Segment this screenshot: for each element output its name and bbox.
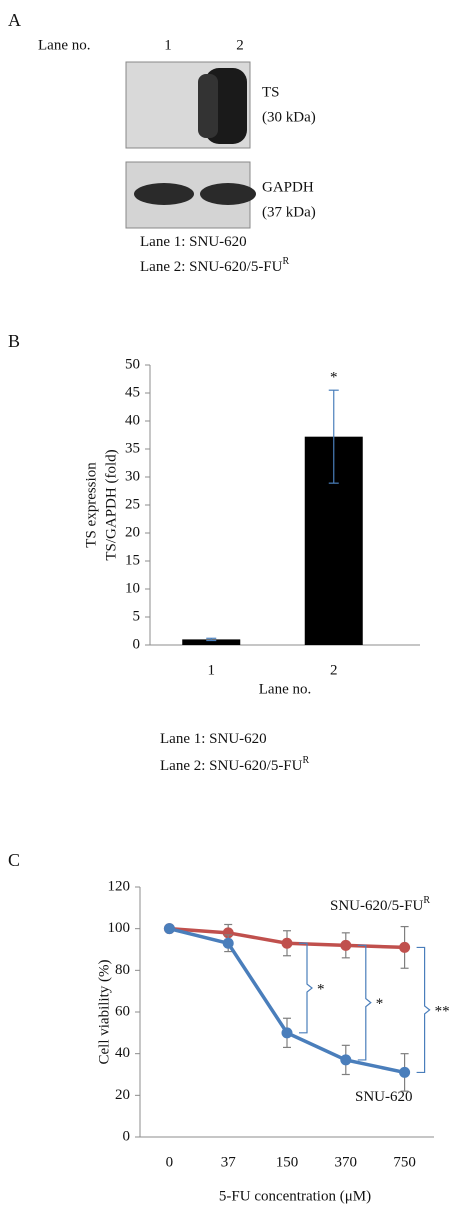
- series-label: SNU-620: [355, 1089, 413, 1105]
- y-tick-label: 25: [125, 496, 140, 512]
- x-tick-label: 0: [166, 1154, 174, 1170]
- lane-number: 2: [236, 37, 244, 53]
- y-tick-label: 45: [125, 384, 140, 400]
- panel-label: A: [8, 10, 21, 30]
- y-tick-label: 30: [125, 468, 140, 484]
- legend-sup: R: [283, 256, 290, 267]
- x-tick-label: 750: [393, 1154, 416, 1170]
- significance-mark: *: [330, 370, 338, 386]
- point: [399, 1067, 410, 1078]
- legend-line: Lane 2: SNU-620/5-FUR: [140, 256, 290, 275]
- point: [399, 942, 410, 953]
- y-tick-label: 20: [115, 1087, 130, 1103]
- y-axis-title: Cell viability (%): [96, 960, 112, 1065]
- y-tick-label: 40: [115, 1045, 130, 1061]
- x-axis-title: 5-FU concentration (μM): [219, 1188, 371, 1204]
- legend-text: Lane 1: SNU-620: [140, 234, 247, 250]
- y-tick-label: 120: [108, 878, 131, 894]
- significance-mark: *: [376, 996, 384, 1012]
- y-tick-label: 100: [108, 920, 131, 936]
- point: [340, 940, 351, 951]
- y-tick-label: 0: [133, 636, 141, 652]
- band-name: GAPDH: [262, 179, 314, 195]
- blot-band: [198, 74, 218, 138]
- point: [223, 938, 234, 949]
- figure: A Lane no. 1 2 TS (30 kDa) GAPDH (37 kDa…: [0, 0, 473, 1207]
- y-tick-label: 35: [125, 440, 140, 456]
- y-tick-label: 10: [125, 580, 140, 596]
- y-tick-label: 80: [115, 962, 130, 978]
- panel-label: B: [8, 331, 20, 351]
- y-tick-label: 60: [115, 1003, 130, 1019]
- band-size: (30 kDa): [262, 109, 316, 125]
- y-tick-label: 0: [123, 1128, 131, 1144]
- y-axis-title: TS/GAPDH (fold): [103, 449, 119, 560]
- note-text: Lane 1: SNU-620: [160, 731, 267, 747]
- significance-mark: **: [435, 1003, 450, 1019]
- significance-mark: *: [317, 981, 325, 997]
- significance-bracket: [299, 943, 312, 1033]
- note-line: Lane 1: SNU-620: [160, 731, 267, 747]
- note-text: Lane 2: SNU-620/5-FU: [160, 758, 303, 774]
- blot-gapdh: [126, 162, 256, 228]
- series-name-sup: R: [423, 895, 430, 906]
- blot-ts: [126, 62, 250, 148]
- series-name: SNU-620: [355, 1089, 413, 1105]
- series-label: SNU-620/5-FUR: [330, 895, 430, 914]
- y-tick-label: 15: [125, 552, 140, 568]
- x-tick-label: 370: [335, 1154, 358, 1170]
- x-axis-title: Lane no.: [259, 681, 311, 697]
- x-tick-label: 2: [330, 662, 338, 678]
- note-line: Lane 2: SNU-620/5-FUR: [160, 755, 310, 774]
- lane-number: 1: [164, 37, 172, 53]
- significance-bracket: [417, 947, 430, 1072]
- y-tick-label: 5: [133, 608, 141, 624]
- x-tick-label: 150: [276, 1154, 299, 1170]
- significance-bracket: [358, 945, 371, 1060]
- lane-label: Lane no.: [38, 37, 90, 53]
- y-tick-label: 40: [125, 412, 140, 428]
- point: [164, 923, 175, 934]
- legend-line: Lane 1: SNU-620: [140, 234, 247, 250]
- panel-label: C: [8, 850, 20, 870]
- point: [282, 938, 293, 949]
- x-tick-label: 37: [221, 1154, 237, 1170]
- y-axis-title: TS expression: [83, 462, 99, 548]
- blot-band: [200, 183, 256, 205]
- y-tick-label: 50: [125, 356, 140, 372]
- point: [282, 1027, 293, 1038]
- y-tick-label: 20: [125, 524, 140, 540]
- point: [340, 1054, 351, 1065]
- legend-text: Lane 2: SNU-620/5-FU: [140, 259, 283, 275]
- band-size: (37 kDa): [262, 204, 316, 220]
- blot-band: [134, 183, 194, 205]
- series-name: SNU-620/5-FU: [330, 898, 424, 914]
- note-sup: R: [303, 755, 310, 766]
- x-tick-label: 1: [208, 662, 216, 678]
- band-name: TS: [262, 84, 280, 100]
